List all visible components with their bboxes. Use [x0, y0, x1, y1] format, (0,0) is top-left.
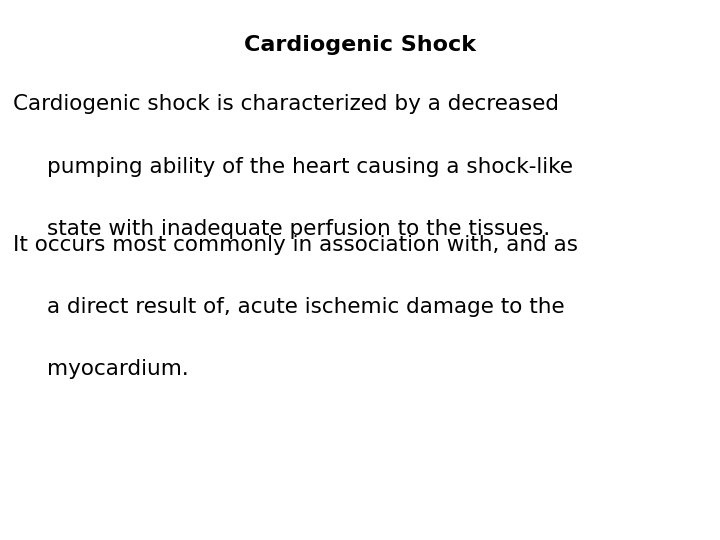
Text: Cardiogenic Shock: Cardiogenic Shock — [244, 35, 476, 55]
Text: a direct result of, acute ischemic damage to the: a direct result of, acute ischemic damag… — [47, 297, 564, 317]
Text: pumping ability of the heart causing a shock-like: pumping ability of the heart causing a s… — [47, 157, 573, 177]
Text: Cardiogenic shock is characterized by a decreased: Cardiogenic shock is characterized by a … — [13, 94, 559, 114]
Text: myocardium.: myocardium. — [47, 359, 189, 379]
Text: It occurs most commonly in association with, and as: It occurs most commonly in association w… — [13, 235, 578, 255]
Text: state with inadequate perfusion to the tissues.: state with inadequate perfusion to the t… — [47, 219, 550, 239]
